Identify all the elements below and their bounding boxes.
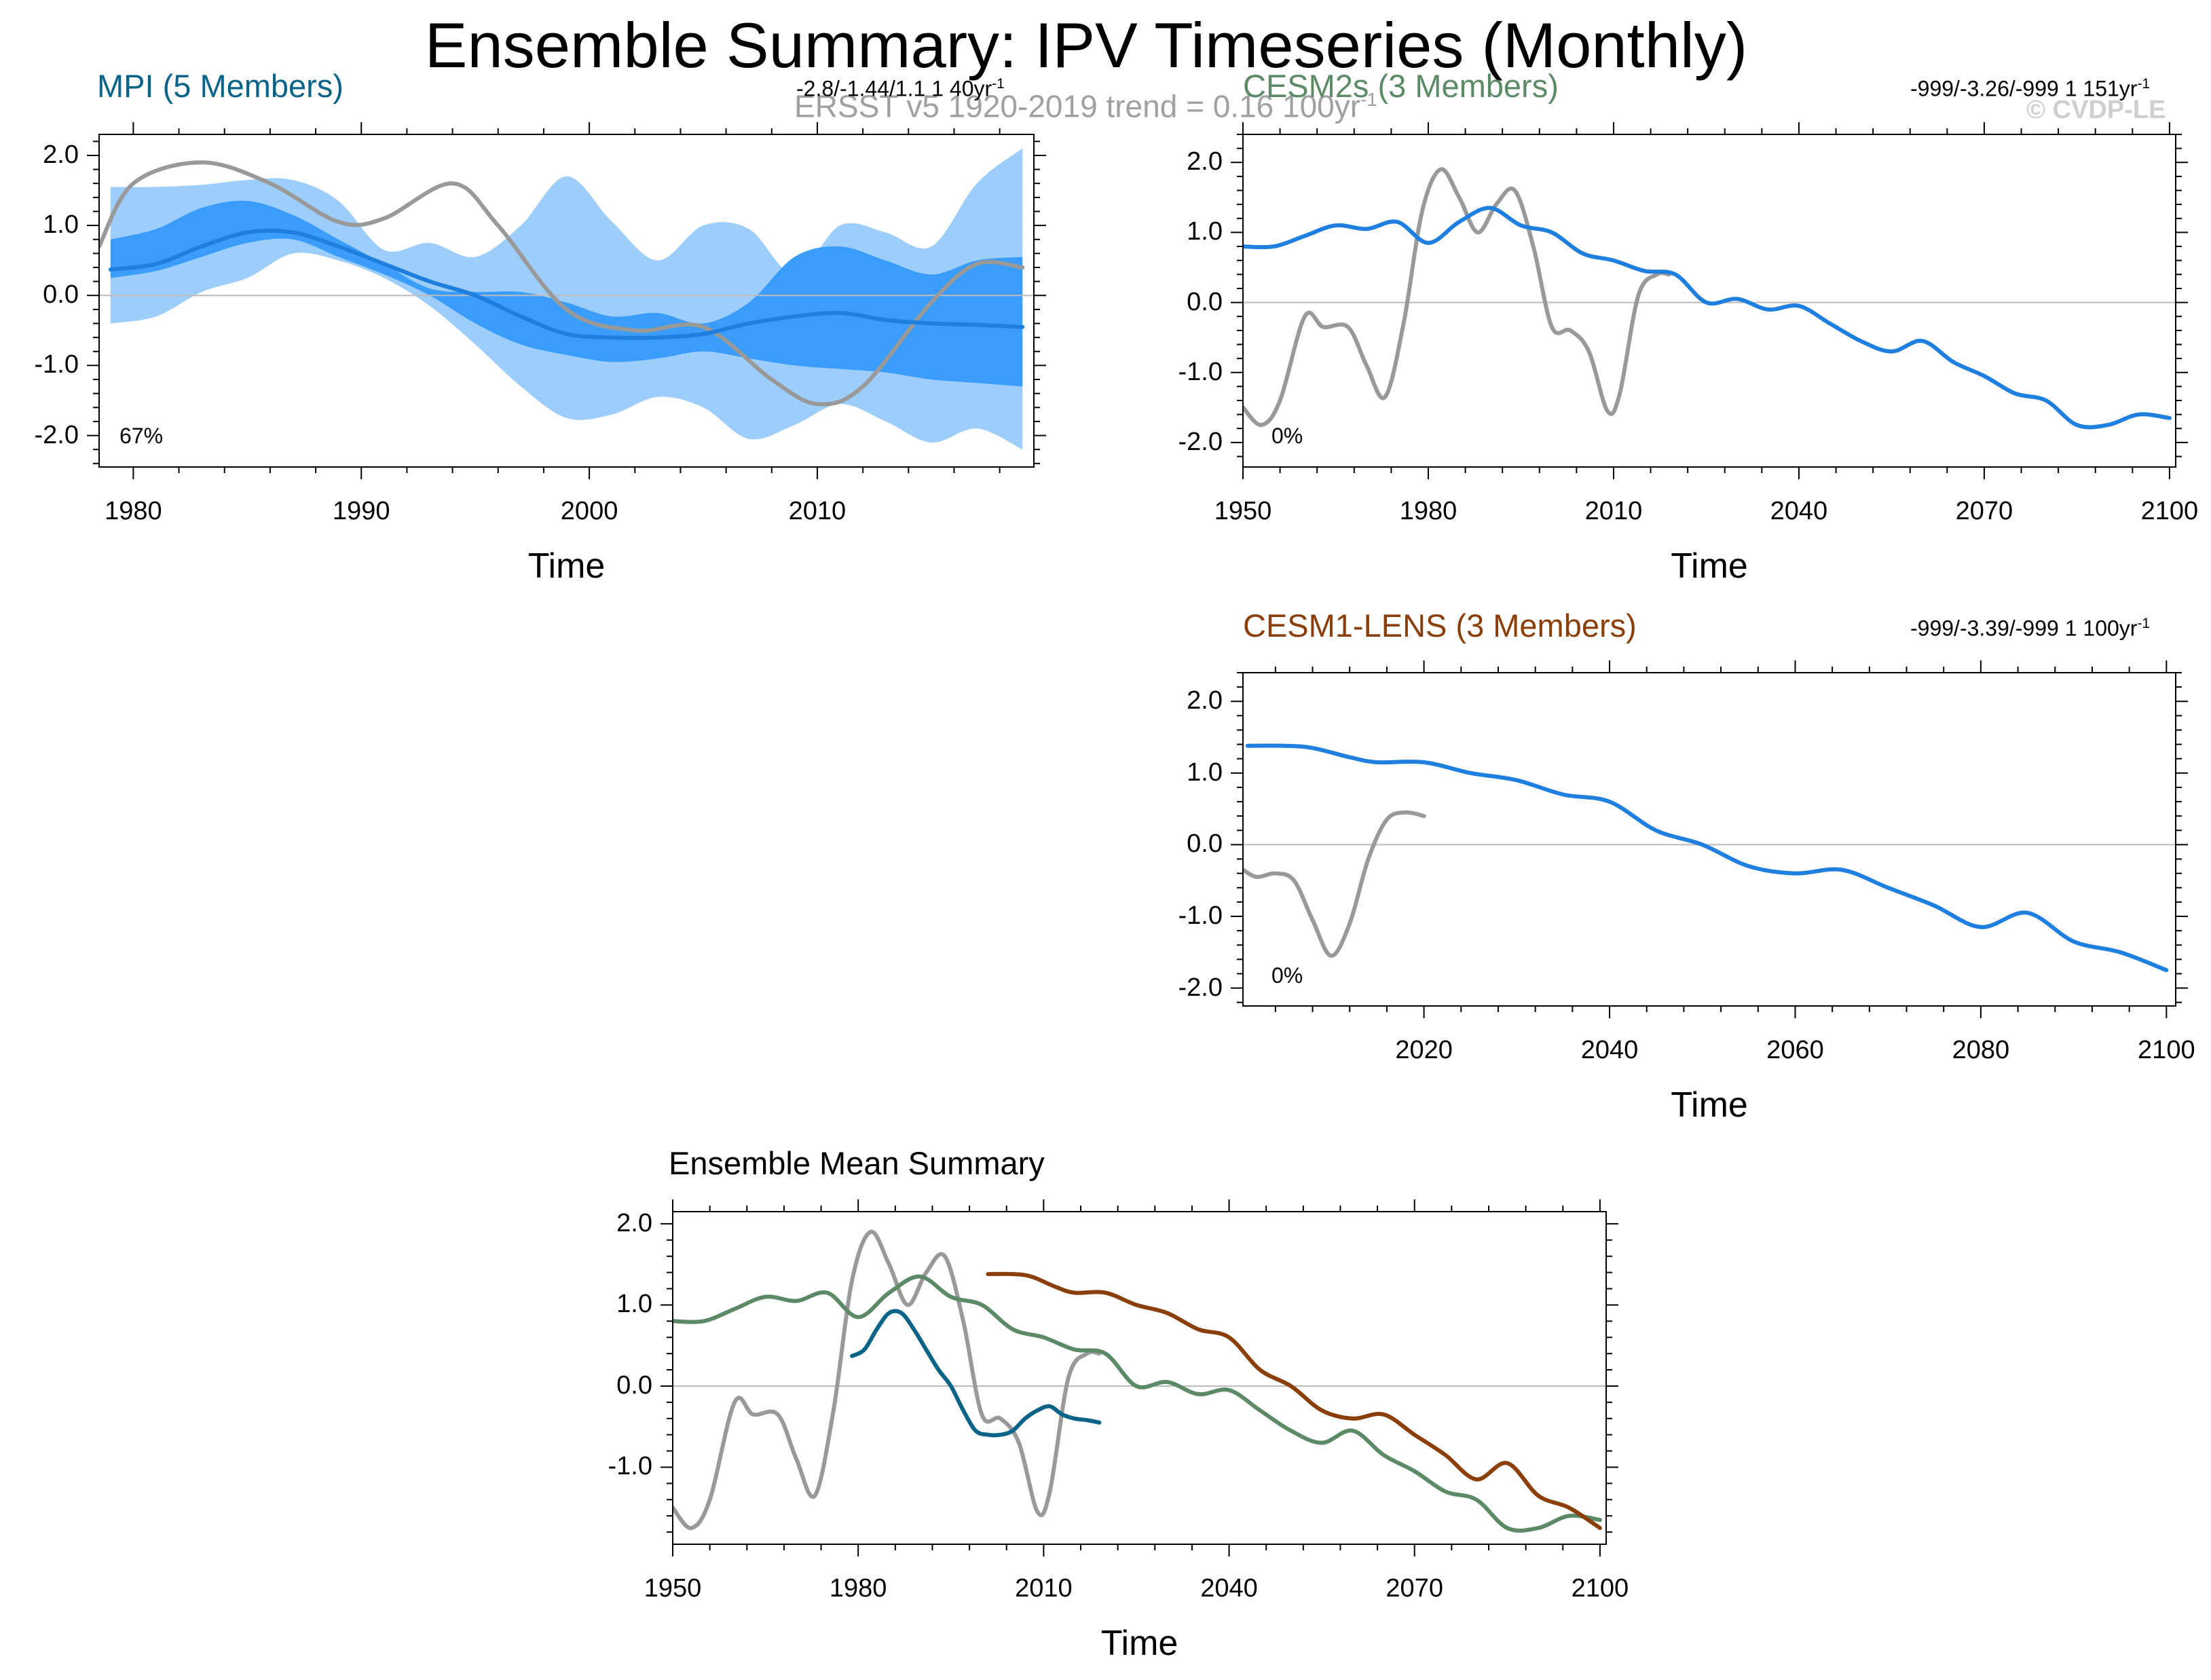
panel-percent-mpi: 67% — [119, 424, 164, 448]
panel-stats-cesm2: -999/-3.26/-999 1 151yr-1 — [1910, 77, 2150, 100]
axes-frame-mpi — [98, 134, 1035, 468]
panel-title-cesm1: CESM1-LENS (3 Members) — [1243, 608, 1637, 643]
series-observations-cesm1 — [1243, 810, 1426, 958]
y-tick-label: -2.0 — [1178, 973, 1223, 1002]
x-tick-label: 2040 — [1770, 497, 1828, 525]
y-tick-label: -1.0 — [1178, 901, 1223, 930]
panel-percent-cesm1: 0% — [1271, 963, 1303, 988]
panel-stats-text: -999/-3.39/-999 1 100yr — [1910, 616, 2138, 641]
series-cesm1-summary — [986, 1271, 1602, 1531]
panel-summary — [661, 1199, 1618, 1556]
series-ensemble_mean-cesm1 — [1245, 743, 2169, 973]
copyright-mark: © CVDP-LE — [2026, 96, 2166, 124]
x-tick-label: 1980 — [1399, 497, 1457, 525]
panel-stats-text: -2.8/-1.44/1.1 1 40yr — [796, 76, 992, 101]
x-axis-label: Time — [1100, 1624, 1178, 1663]
y-tick-label: 1.0 — [1187, 217, 1223, 246]
y-tick-label: 2.0 — [1187, 147, 1223, 176]
panel-title-summary: Ensemble Mean Summary — [669, 1145, 1045, 1181]
y-tick-label: -2.0 — [1178, 427, 1223, 456]
series-observations-cesm2 — [1243, 167, 1671, 428]
panel-stats-sup: -1 — [2137, 616, 2151, 631]
x-tick-label: 2040 — [1200, 1574, 1258, 1603]
axes-frame-cesm1 — [1242, 672, 2176, 1007]
panel-percent-cesm2: 0% — [1271, 424, 1303, 448]
y-tick-label: 0.0 — [1187, 829, 1223, 859]
panel-cesm2 — [1231, 122, 2188, 479]
y-tick-label: 2.0 — [616, 1208, 652, 1237]
series-ensemble_mean-cesm2 — [1243, 206, 2172, 430]
panel-stats-text: -999/-3.26/-999 1 151yr — [1910, 76, 2138, 101]
x-tick-label: 2100 — [1571, 1574, 1629, 1603]
x-tick-label: 2080 — [1952, 1036, 2010, 1064]
x-tick-label: 2000 — [560, 497, 618, 525]
x-tick-label: 2060 — [1766, 1036, 1824, 1064]
x-axis-label: Time — [527, 546, 606, 586]
plot-area-cesm1 — [1243, 743, 2176, 973]
x-tick-label: 2100 — [2138, 1036, 2195, 1064]
y-tick-label: -2.0 — [34, 420, 79, 449]
series-cesm2-summary — [673, 1274, 1602, 1533]
y-tick-label: -1.0 — [1178, 357, 1223, 386]
panel-stats-cesm1: -999/-3.39/-999 1 100yr-1 — [1910, 616, 2150, 639]
obs-trend-sup: -1 — [1360, 89, 1377, 110]
x-tick-label: 1950 — [1214, 497, 1272, 525]
panel-mpi — [87, 122, 1046, 479]
x-tick-label: 2010 — [1015, 1574, 1073, 1603]
panel-stats-sup: -1 — [992, 76, 1005, 92]
panel-cesm1 — [1231, 660, 2188, 1018]
x-tick-label: 2010 — [788, 497, 847, 525]
x-axis-label: Time — [1671, 1085, 1748, 1125]
y-tick-label: -1.0 — [34, 350, 79, 379]
y-tick-label: -1.0 — [608, 1452, 652, 1481]
y-tick-label: 1.0 — [616, 1290, 652, 1319]
x-tick-label: 2100 — [2140, 497, 2199, 525]
x-tick-label: 2040 — [1580, 1036, 1639, 1064]
x-tick-label: 1950 — [644, 1574, 702, 1603]
panel-stats-sup: -1 — [2137, 76, 2151, 92]
y-tick-label: 1.0 — [43, 210, 79, 240]
x-tick-label: 2010 — [1584, 497, 1643, 525]
panel-title-mpi: MPI (5 Members) — [97, 68, 343, 104]
x-tick-label: 1980 — [829, 1574, 887, 1603]
axes-frame-summary — [672, 1211, 1607, 1545]
plot-area-cesm2 — [1243, 167, 2176, 430]
y-tick-label: 0.0 — [1187, 287, 1223, 316]
x-tick-label: 1990 — [332, 497, 390, 525]
x-tick-label: 2070 — [1955, 497, 2013, 525]
y-tick-label: 0.0 — [43, 280, 79, 310]
x-axis-label: Time — [1671, 546, 1748, 586]
series-observations-mpi — [99, 160, 1025, 407]
plot-area-mpi — [99, 148, 1034, 450]
y-tick-label: 2.0 — [43, 140, 79, 169]
y-tick-label: 2.0 — [1187, 686, 1223, 715]
figure-title: Ensemble Summary: IPV Timeseries (Monthl… — [424, 10, 1748, 81]
plot-area-summary — [673, 1229, 1606, 1533]
obs-trend-subtitle: ERSST v5 1920-2019 trend = 0.16 100yr-1 — [794, 90, 1377, 122]
x-tick-label: 2020 — [1395, 1036, 1453, 1064]
axes-frame-cesm2 — [1242, 134, 2176, 468]
x-tick-label: 1980 — [105, 497, 162, 525]
x-tick-label: 2070 — [1386, 1574, 1443, 1603]
series-ensemble_mean-mpi — [108, 228, 1025, 340]
panel-stats-mpi: -2.8/-1.44/1.1 1 40yr-1 — [796, 77, 1005, 100]
y-tick-label: 0.0 — [616, 1370, 652, 1400]
obs-trend-text: ERSST v5 1920-2019 trend = 0.16 100yr — [794, 88, 1361, 124]
series-mpi-summary — [850, 1309, 1102, 1438]
panel-title-cesm2: CESM2s (3 Members) — [1243, 68, 1559, 104]
series-observations-summary — [673, 1229, 1102, 1531]
y-tick-label: 1.0 — [1187, 758, 1223, 787]
